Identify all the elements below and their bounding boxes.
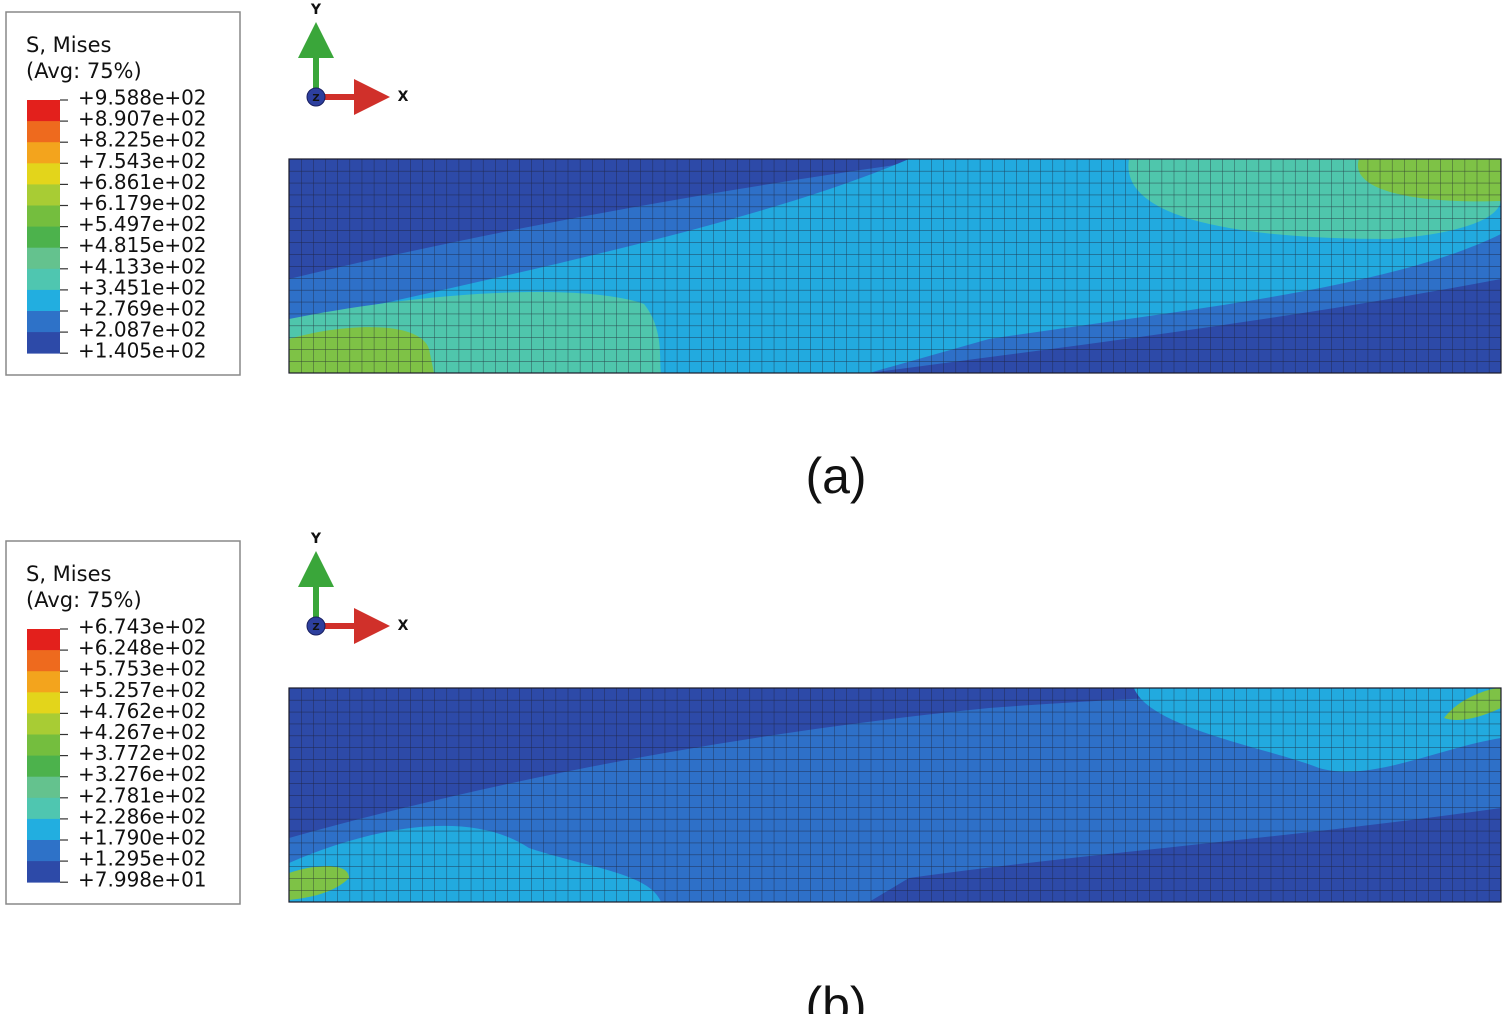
legend-label: +2.286e+02 <box>78 804 207 828</box>
legend-swatch <box>27 226 60 249</box>
triad-z-label: Z <box>312 93 319 104</box>
panel: S, Mises(Avg: 75%)+6.743e+02+6.248e+02+5… <box>5 531 1502 1014</box>
legend-subtitle: (Avg: 75%) <box>26 59 142 83</box>
legend-label: +1.790e+02 <box>78 826 207 850</box>
legend-swatch <box>27 629 60 651</box>
legend-label: +5.257e+02 <box>78 678 207 702</box>
legend-swatch <box>27 692 60 714</box>
legend-label: +7.998e+01 <box>78 868 207 892</box>
triad-x-label: X <box>398 89 409 105</box>
legend-label: +4.133e+02 <box>78 254 207 278</box>
legend-label: +3.772e+02 <box>78 741 207 765</box>
beam-contour <box>288 687 1502 903</box>
legend-label: +6.248e+02 <box>78 636 207 660</box>
caption: (a) <box>805 448 866 504</box>
legend-label: +4.267e+02 <box>78 720 207 744</box>
legend-label: +9.588e+02 <box>78 86 207 110</box>
legend-swatch <box>27 100 60 122</box>
legend-label: +6.179e+02 <box>78 191 207 215</box>
legend-label: +3.276e+02 <box>78 762 207 786</box>
triad-y-label: Y <box>310 2 322 18</box>
caption: (b) <box>805 977 866 1014</box>
legend-label: +1.295e+02 <box>78 847 207 871</box>
legend-swatch <box>27 332 60 354</box>
legend-label: +2.087e+02 <box>78 318 207 342</box>
legend-label: +6.743e+02 <box>78 615 207 639</box>
triad-z-axis <box>306 616 326 636</box>
triad-z-label: Z <box>312 622 319 633</box>
legend-title: S, Mises <box>26 562 111 586</box>
legend-swatch <box>27 755 60 778</box>
legend-label: +5.753e+02 <box>78 657 207 681</box>
legend-swatch <box>27 713 60 735</box>
legend-swatch <box>27 840 60 862</box>
legend-swatch <box>27 776 60 799</box>
legend-label: +3.451e+02 <box>78 275 207 299</box>
legend-label: +5.497e+02 <box>78 212 207 236</box>
legend-swatch <box>27 797 60 820</box>
legend-swatch <box>27 861 60 883</box>
legend-swatch <box>27 818 60 841</box>
legend-title: S, Mises <box>26 33 111 57</box>
triad-x-label: X <box>398 618 409 634</box>
legend-swatch <box>27 289 60 312</box>
mesh <box>288 687 1502 903</box>
legend-swatch <box>27 142 60 164</box>
legend-swatch <box>27 650 60 672</box>
legend-label: +6.861e+02 <box>78 170 207 194</box>
legend-swatch <box>27 671 60 693</box>
panel: S, Mises(Avg: 75%) +9.588e+02+8.907e+02+8… <box>5 2 1502 504</box>
legend-label: +4.762e+02 <box>78 699 207 723</box>
legend-label: +8.907e+02 <box>78 107 207 131</box>
legend-label: +1.405e+02 <box>78 339 207 363</box>
beam-contour <box>288 158 1502 374</box>
triad-y-label: Y <box>310 531 322 547</box>
triad-z-axis <box>306 87 326 107</box>
legend-label: +4.815e+02 <box>78 233 207 257</box>
legend-swatch <box>27 184 60 206</box>
legend-label: +2.769e+02 <box>78 297 207 321</box>
legend-swatch <box>27 311 60 333</box>
legend-swatch <box>27 121 60 143</box>
legend-swatch <box>27 734 60 756</box>
mesh <box>288 158 1502 374</box>
legend-label: +2.781e+02 <box>78 783 207 807</box>
legend-swatch <box>27 205 60 227</box>
legend-swatch <box>27 247 60 270</box>
legend-subtitle: (Avg: 75%) <box>26 588 142 612</box>
legend-swatch <box>27 163 60 185</box>
legend-label: +7.543e+02 <box>78 149 207 173</box>
legend-label: +8.225e+02 <box>78 128 207 152</box>
legend-swatch <box>27 268 60 291</box>
